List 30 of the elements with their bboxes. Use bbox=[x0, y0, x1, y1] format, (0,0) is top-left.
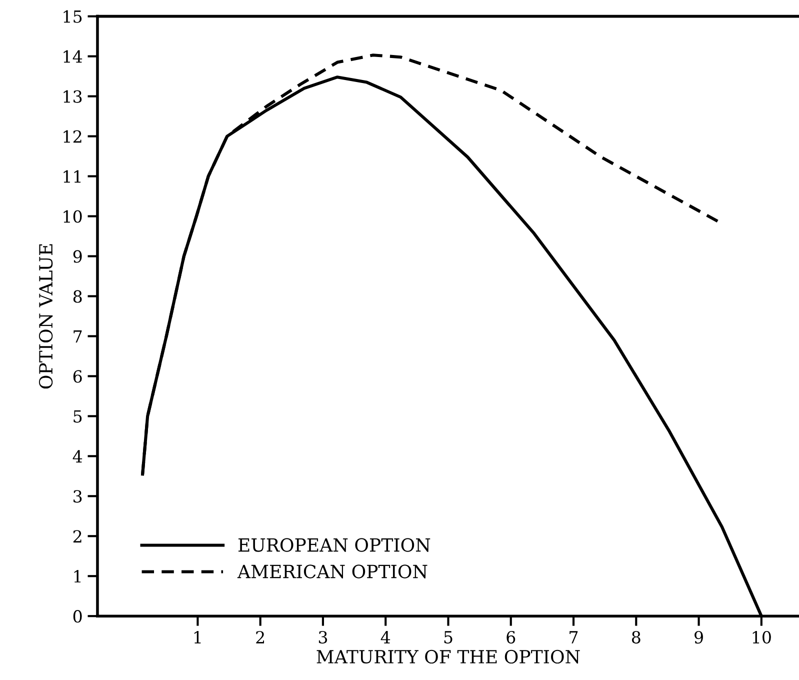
y-tick-label: 9 bbox=[73, 250, 82, 263]
y-tick-label: 15 bbox=[64, 10, 82, 23]
legend-label: AMERICAN OPTION bbox=[237, 564, 428, 578]
y-tick-label: 7 bbox=[74, 330, 82, 343]
x-tick-label: 4 bbox=[380, 630, 390, 644]
y-tick-label: 4 bbox=[72, 450, 82, 462]
y-tick-label: 14 bbox=[64, 50, 82, 63]
x-tick-label: 1 bbox=[194, 630, 201, 644]
y-tick-label: 8 bbox=[73, 290, 82, 303]
x-axis-title: MATURITY OF THE OPTION bbox=[316, 650, 580, 664]
x-tick-label: 9 bbox=[694, 630, 703, 644]
y-tick-label: 6 bbox=[73, 370, 82, 383]
y-tick-label: 12 bbox=[64, 130, 82, 143]
x-tick-label: 5 bbox=[444, 631, 452, 644]
y-tick-label: 10 bbox=[64, 210, 82, 223]
y-tick-label: 0 bbox=[73, 610, 82, 623]
x-tick-label: 10 bbox=[752, 630, 771, 644]
y-tick-label: 3 bbox=[74, 490, 82, 503]
y-axis-title: OPTION VALUE bbox=[38, 244, 53, 389]
x-tick-label: 3 bbox=[318, 630, 328, 644]
x-tick-label: 6 bbox=[506, 630, 516, 644]
x-tick-label: 2 bbox=[256, 630, 264, 644]
y-tick-label: 13 bbox=[64, 90, 82, 103]
y-tick-label: 2 bbox=[73, 530, 82, 542]
x-tick-label: 8 bbox=[632, 630, 640, 644]
y-tick-label: 11 bbox=[64, 170, 81, 183]
y-tick-label: 1 bbox=[74, 570, 81, 582]
legend-label: EUROPEAN OPTION bbox=[238, 538, 430, 552]
x-tick-label: 7 bbox=[570, 631, 578, 644]
y-tick-label: 5 bbox=[74, 410, 82, 423]
